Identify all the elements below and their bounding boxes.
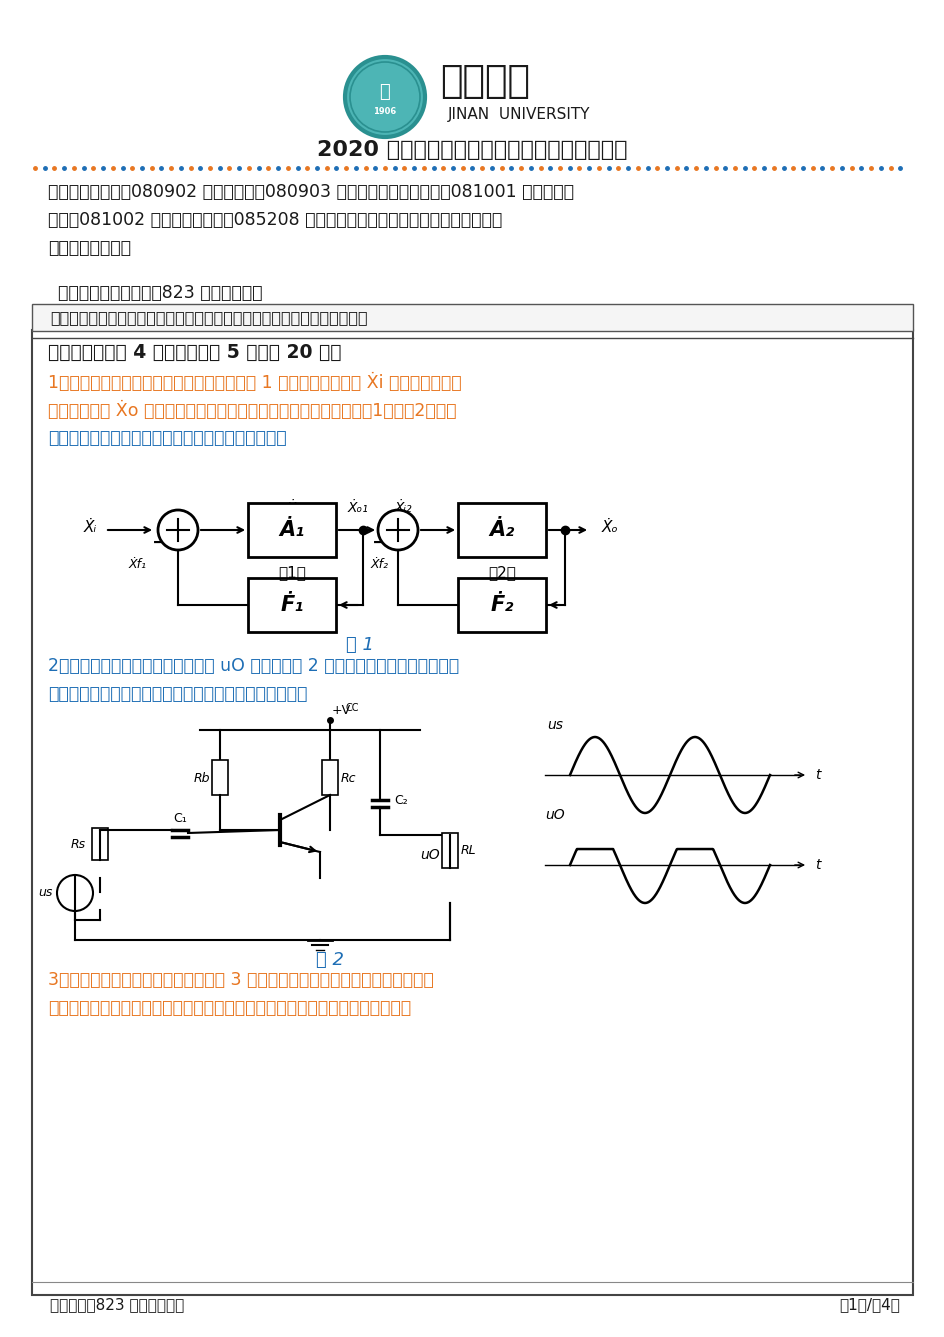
Circle shape (346, 57, 424, 136)
Bar (247, 503, 336, 558)
FancyBboxPatch shape (32, 330, 912, 1296)
Text: +V: +V (331, 703, 351, 717)
Text: 2、放大电路和示波器测得输出电压 uO 的波形如图 2 所示，试问该放大电路产生了: 2、放大电路和示波器测得输出电压 uO 的波形如图 2 所示，试问该放大电路产生… (48, 656, 459, 675)
Text: 招生专业与代码：080902 电路与系统、080903 微电子学与固体电子学、081001 通信与信息: 招生专业与代码：080902 电路与系统、080903 微电子学与固体电子学、0… (48, 183, 573, 201)
Text: −: − (371, 532, 388, 551)
Text: 1、有一多级放大电路包含两个反馈环，如图 1 所示。假定信号源 Ẋi 为理想电压源，: 1、有一多级放大电路包含两个反馈环，如图 1 所示。假定信号源 Ẋi 为理想电压… (48, 373, 461, 392)
Bar (458, 503, 546, 558)
Text: 要求能稳定的 Ẋo 为电流，试问：为取得满意的反馈效果，反馈环（1）和（2）应分: 要求能稳定的 Ẋo 为电流，试问：为取得满意的反馈效果，反馈环（1）和（2）应分 (48, 401, 456, 420)
Text: uO: uO (545, 808, 565, 822)
Text: （2）: （2） (487, 566, 515, 580)
Bar (92, 828, 108, 860)
Text: 1906: 1906 (373, 107, 396, 115)
Text: t: t (815, 858, 820, 872)
Text: Ẋᵢ₂: Ẋᵢ₂ (394, 501, 412, 515)
Circle shape (158, 509, 198, 550)
Text: us: us (38, 886, 52, 900)
Text: 图 1: 图 1 (346, 636, 374, 654)
Text: 别采用何种组态的负反馈（说明有哪几种可能性）？: 别采用何种组态的负反馈（说明有哪几种可能性）？ (48, 429, 286, 447)
Text: （1）: （1） (278, 566, 306, 580)
Text: JINAN  UNIVERSITY: JINAN UNIVERSITY (447, 107, 590, 123)
Text: Rs: Rs (71, 838, 86, 852)
Text: Ẋf₂: Ẋf₂ (371, 558, 389, 571)
Text: Ẋf₁: Ẋf₁ (129, 558, 147, 571)
Text: 考试科目：823 电子技术基础: 考试科目：823 电子技术基础 (50, 1297, 184, 1313)
Bar (211, 759, 228, 796)
Text: Rc: Rc (340, 771, 355, 785)
Text: 第1页/共4页: 第1页/共4页 (838, 1297, 899, 1313)
Bar (442, 833, 458, 868)
Text: RL: RL (460, 844, 476, 857)
Text: Ȧ₁: Ȧ₁ (279, 520, 304, 540)
Text: CC: CC (346, 703, 359, 713)
Bar (247, 578, 336, 632)
Text: t: t (815, 767, 820, 782)
Text: 一、简答题（共 4 小题，每小题 5 分，共 20 分）: 一、简答题（共 4 小题，每小题 5 分，共 20 分） (48, 342, 341, 361)
Text: 考生注意：所有答案必须写在答题纸（卷）上，写在本试题上一律不给分。: 考生注意：所有答案必须写在答题纸（卷）上，写在本试题上一律不给分。 (50, 310, 367, 325)
Text: Ẋₒ: Ẋₒ (601, 520, 617, 535)
Text: 系统、081002 信号与信息处理、085208 电子与通信工程（专业学位）、物理电子学: 系统、081002 信号与信息处理、085208 电子与通信工程（专业学位）、物… (48, 211, 501, 229)
Text: +: + (166, 508, 179, 524)
Text: 2020 年招收攻读硕士学位研究生入学考试试题: 2020 年招收攻读硕士学位研究生入学考试试题 (316, 140, 627, 160)
Text: 暨南大学: 暨南大学 (440, 64, 530, 100)
Text: +: + (386, 508, 399, 524)
Text: 研究方向：各方向: 研究方向：各方向 (48, 239, 131, 257)
Text: 与输入电压是同相还是反向的？它的上、下限截止频率和通频带宽度各为多少？: 与输入电压是同相还是反向的？它的上、下限截止频率和通频带宽度各为多少？ (48, 999, 411, 1017)
Text: 图 2: 图 2 (315, 951, 344, 969)
Text: C₂: C₂ (394, 793, 407, 806)
Text: Ḟ₁: Ḟ₁ (280, 595, 303, 615)
Text: 什么失真（饱和、截止）？为消除失真应采取什么措施？: 什么失真（饱和、截止）？为消除失真应采取什么措施？ (48, 685, 307, 703)
FancyBboxPatch shape (32, 303, 912, 332)
Circle shape (57, 874, 93, 910)
Text: Ȧ₂: Ȧ₂ (489, 520, 514, 540)
Text: −: − (152, 532, 168, 551)
Text: Rb: Rb (194, 771, 210, 785)
Text: 暨: 暨 (379, 83, 390, 102)
Text: −: − (62, 890, 77, 909)
Text: uO: uO (420, 848, 439, 862)
Text: +: + (63, 880, 76, 894)
Text: 3、某放大电路的折线近似波特图如图 3 所示，试问在中频段该放大电路输出电压: 3、某放大电路的折线近似波特图如图 3 所示，试问在中频段该放大电路输出电压 (48, 971, 433, 989)
Bar (322, 759, 338, 796)
Text: Ḟ₂: Ḟ₂ (490, 595, 514, 615)
Text: 考试科目名称及代码：823 电子技术基础: 考试科目名称及代码：823 电子技术基础 (58, 283, 262, 302)
Bar (458, 578, 546, 632)
Text: Ẋᵢ₁: Ẋᵢ₁ (286, 501, 303, 515)
Text: us: us (547, 718, 563, 731)
Text: Ẋᵢ: Ẋᵢ (83, 520, 96, 535)
Circle shape (378, 509, 417, 550)
Text: Ẋₒ₁: Ẋₒ₁ (347, 501, 368, 515)
Text: C₁: C₁ (173, 812, 187, 825)
